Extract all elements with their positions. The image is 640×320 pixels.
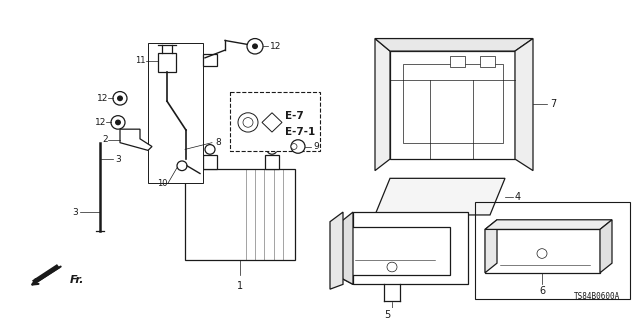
Polygon shape xyxy=(375,38,390,171)
Circle shape xyxy=(238,113,258,132)
Polygon shape xyxy=(375,38,533,51)
Circle shape xyxy=(267,145,277,154)
Polygon shape xyxy=(32,264,60,284)
Polygon shape xyxy=(335,212,353,284)
Text: 1: 1 xyxy=(237,282,243,292)
Text: Fr.: Fr. xyxy=(70,275,84,284)
Bar xyxy=(203,155,217,169)
Text: E-7: E-7 xyxy=(285,111,304,121)
Polygon shape xyxy=(330,212,343,289)
Polygon shape xyxy=(375,178,505,215)
Bar xyxy=(450,56,465,68)
Polygon shape xyxy=(515,38,533,171)
Polygon shape xyxy=(485,220,497,273)
Text: 2: 2 xyxy=(102,135,108,144)
Polygon shape xyxy=(120,129,152,150)
Text: 9: 9 xyxy=(313,142,319,151)
Text: 8: 8 xyxy=(215,138,221,147)
Bar xyxy=(158,53,176,72)
Polygon shape xyxy=(390,51,515,159)
Polygon shape xyxy=(335,275,468,284)
Circle shape xyxy=(291,140,305,153)
Text: 12: 12 xyxy=(95,118,106,127)
Circle shape xyxy=(177,161,187,171)
Circle shape xyxy=(247,38,263,54)
Text: 4: 4 xyxy=(515,192,521,202)
Bar xyxy=(230,92,320,151)
Circle shape xyxy=(291,144,297,149)
Polygon shape xyxy=(335,227,450,275)
Text: 7: 7 xyxy=(550,99,556,109)
Text: 12: 12 xyxy=(270,42,282,51)
Text: 6: 6 xyxy=(539,286,545,296)
Polygon shape xyxy=(262,113,282,132)
Circle shape xyxy=(113,92,127,105)
Polygon shape xyxy=(485,229,600,273)
Polygon shape xyxy=(485,220,612,229)
Circle shape xyxy=(115,120,121,125)
Circle shape xyxy=(111,116,125,129)
Text: 3: 3 xyxy=(72,208,78,217)
Polygon shape xyxy=(353,212,468,284)
Text: 11: 11 xyxy=(136,56,146,65)
Bar xyxy=(475,203,630,299)
Bar xyxy=(480,56,495,68)
Circle shape xyxy=(117,95,123,101)
Bar xyxy=(185,169,295,260)
Text: 3: 3 xyxy=(115,155,121,164)
Bar xyxy=(148,44,203,183)
Text: 12: 12 xyxy=(97,94,108,103)
Circle shape xyxy=(252,44,258,49)
Polygon shape xyxy=(600,220,612,273)
Circle shape xyxy=(243,118,253,127)
Bar xyxy=(403,64,503,143)
Circle shape xyxy=(205,145,215,154)
Text: 5: 5 xyxy=(384,310,390,320)
Text: 10: 10 xyxy=(157,179,168,188)
Bar xyxy=(265,155,279,169)
Bar xyxy=(203,54,217,66)
Text: E-7-1: E-7-1 xyxy=(285,127,316,137)
Text: TS84B0600A: TS84B0600A xyxy=(573,292,620,301)
